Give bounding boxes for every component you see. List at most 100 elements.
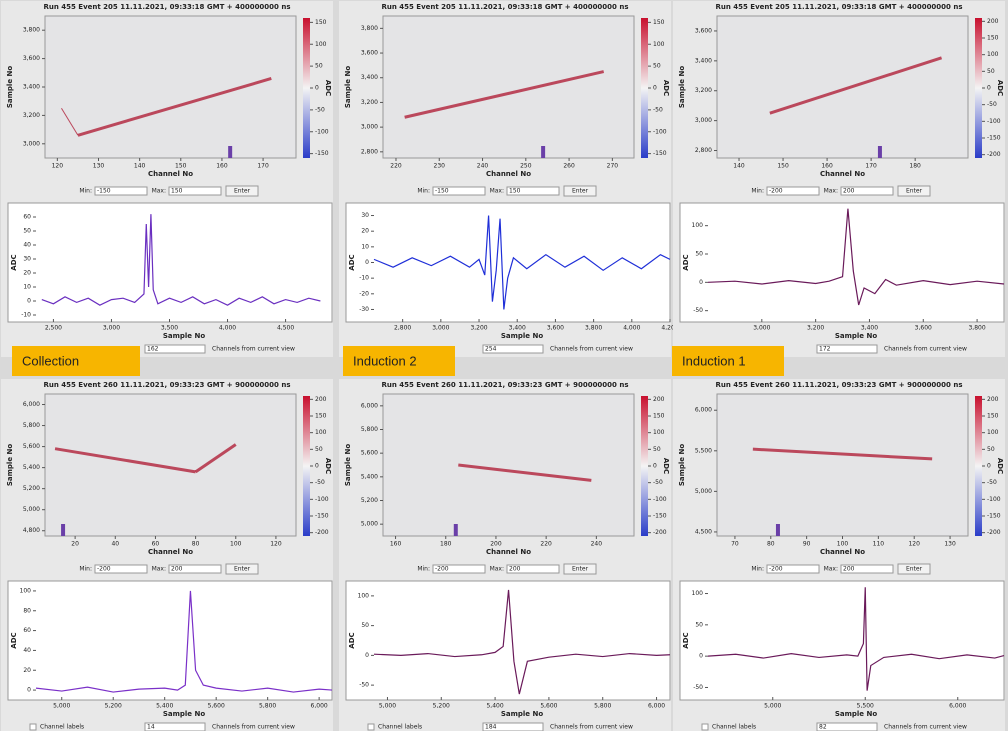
y-tick-label: 30 — [361, 212, 369, 219]
enter-button[interactable] — [897, 185, 931, 197]
colorbar-tick-label: 50 — [653, 63, 661, 70]
colorbar-tick-label: 0 — [315, 463, 319, 470]
y-tick-label: 10 — [23, 284, 31, 291]
channel-labels-checkbox[interactable] — [367, 723, 375, 731]
colorbar-tick-label: -100 — [653, 128, 667, 135]
max-input[interactable] — [168, 186, 222, 196]
y-axis-label: Sample No — [344, 66, 352, 109]
colorbar-tick-label: -150 — [653, 150, 667, 157]
enter-button[interactable] — [897, 563, 931, 575]
channel-input[interactable] — [144, 344, 206, 354]
channel-marker — [541, 146, 546, 158]
enter-button[interactable] — [563, 185, 597, 197]
colorbar-tick-label: 50 — [315, 63, 323, 70]
colorbar-tick-label: 50 — [987, 68, 995, 75]
x-tick-label: 160 — [216, 163, 228, 170]
min-input[interactable] — [94, 564, 148, 574]
track — [194, 443, 237, 474]
y-tick-label: 5,600 — [361, 450, 378, 457]
y-axis-label: ADC — [10, 254, 18, 270]
colorbar-tick-label: -150 — [315, 150, 329, 157]
channel-input[interactable] — [482, 722, 544, 731]
y-axis-label: Sample No — [6, 444, 14, 487]
colorbar-tick-label: 50 — [987, 446, 995, 453]
max-value: 200 — [509, 566, 521, 573]
channel-input[interactable] — [816, 722, 878, 731]
x-tick-label: 5,200 — [105, 703, 122, 710]
x-tick-label: 5,000 — [379, 703, 396, 710]
track — [61, 108, 79, 136]
x-tick-label: 160 — [821, 163, 833, 170]
heatmap-area — [382, 393, 635, 537]
y-tick-label: 3,200 — [361, 99, 378, 106]
colorbar-tick-label: 50 — [315, 446, 323, 453]
min-value: -150 — [97, 188, 111, 195]
y-tick-label: 60 — [23, 214, 31, 221]
max-input[interactable] — [840, 564, 894, 574]
y-tick-label: -10 — [21, 312, 31, 319]
waveform-area — [7, 202, 333, 323]
waveform-line — [35, 590, 333, 693]
min-label: Min: — [417, 566, 430, 573]
colorbar-tick-label: -50 — [653, 106, 663, 113]
channel-input[interactable] — [482, 344, 544, 354]
y-tick-label: 10 — [361, 243, 369, 250]
channels-text: Channels from current view — [884, 724, 967, 731]
enter-button[interactable] — [225, 185, 259, 197]
x-tick-label: 20 — [71, 541, 79, 548]
y-axis-label: Sample No — [678, 444, 686, 487]
min-input[interactable] — [94, 186, 148, 196]
min-input[interactable] — [766, 186, 820, 196]
y-tick-label: 3,600 — [361, 50, 378, 57]
track — [752, 447, 933, 461]
channels-text: Channels from current view — [212, 724, 295, 731]
track — [54, 447, 196, 474]
colorbar — [975, 396, 982, 536]
y-tick-label: -20 — [359, 290, 369, 297]
y-tick-label: 40 — [23, 647, 31, 654]
x-tick-label: 90 — [803, 541, 811, 548]
y-tick-label: -50 — [693, 684, 703, 691]
enter-button[interactable] — [225, 563, 259, 575]
x-tick-label: 2,800 — [394, 325, 411, 332]
y-tick-label: 5,000 — [361, 521, 378, 528]
channel-labels-text: Channel labels — [712, 724, 756, 731]
y-tick-label: 20 — [23, 270, 31, 277]
x-tick-label: 100 — [837, 541, 849, 548]
enter-button[interactable] — [563, 563, 597, 575]
min-input[interactable] — [766, 564, 820, 574]
min-value: -200 — [97, 566, 111, 573]
track — [769, 56, 943, 115]
waveform-area — [679, 580, 1005, 701]
x-tick-label: 4,000 — [219, 325, 236, 332]
max-input[interactable] — [506, 186, 560, 196]
x-tick-label: 5,200 — [433, 703, 450, 710]
x-tick-label: 130 — [93, 163, 105, 170]
max-value: 200 — [843, 188, 855, 195]
colorbar-tick-label: 150 — [653, 413, 665, 420]
channel-input[interactable] — [816, 344, 878, 354]
max-input[interactable] — [168, 564, 222, 574]
min-input[interactable] — [432, 186, 486, 196]
enter-label: Enter — [906, 566, 923, 573]
channel-labels-checkbox[interactable] — [701, 723, 709, 731]
colorbar-tick-label: -100 — [987, 118, 1001, 125]
min-input[interactable] — [432, 564, 486, 574]
y-tick-label: -50 — [693, 307, 703, 314]
max-input[interactable] — [840, 186, 894, 196]
x-tick-label: 140 — [733, 163, 745, 170]
colorbar-tick-label: -150 — [987, 513, 1001, 520]
colorbar-tick-label: -50 — [315, 106, 325, 113]
colorbar-tick-label: 0 — [653, 85, 657, 92]
min-label: Min: — [79, 188, 92, 195]
view-label-box — [12, 346, 140, 376]
channel-labels-checkbox[interactable] — [29, 723, 37, 731]
max-value: 150 — [171, 188, 183, 195]
max-input[interactable] — [506, 564, 560, 574]
waveform-line — [373, 589, 671, 695]
colorbar-tick-label: 100 — [987, 51, 999, 58]
channel-input[interactable] — [144, 722, 206, 731]
x-tick-label: 70 — [731, 541, 739, 548]
x-tick-label: 3,000 — [753, 325, 770, 332]
y-tick-label: -10 — [359, 275, 369, 282]
